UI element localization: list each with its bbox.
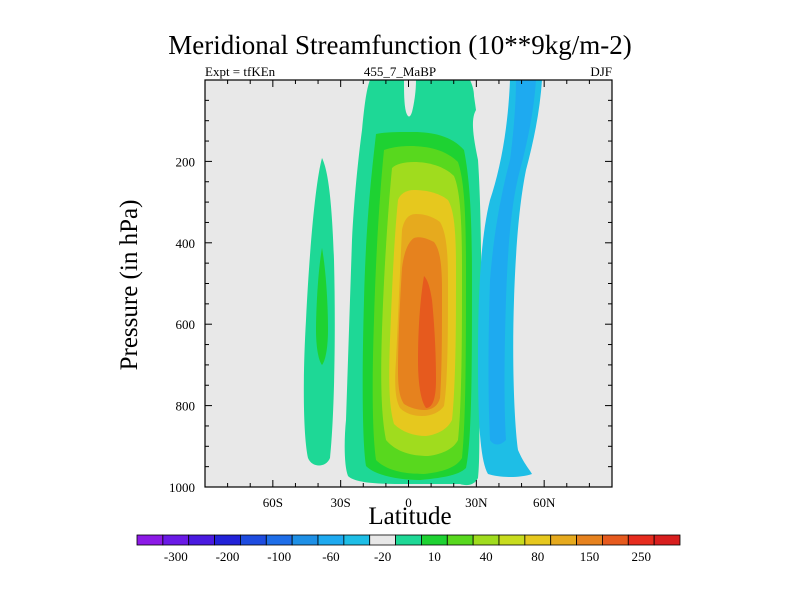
- colorbar-swatch: [291, 534, 319, 546]
- colorbar-swatch: [136, 534, 164, 546]
- colorbar-label: -20: [374, 549, 391, 564]
- colorbar-swatch: [265, 534, 293, 546]
- colorbar-swatch: [395, 534, 422, 546]
- axes: 60S 30S 0 30N 60N 200 400 600 800 1000: [169, 79, 613, 510]
- colorbar-swatch: [343, 534, 371, 546]
- colorbar-label: -200: [216, 549, 240, 564]
- y-tick-label: 400: [176, 236, 196, 251]
- colorbar-swatch: [369, 534, 396, 546]
- season-label: DJF: [590, 64, 612, 79]
- sh-cell-contour-20: [316, 248, 328, 365]
- nh-cell-contour-neg20-core: [488, 80, 536, 445]
- colorbar-label: -300: [164, 549, 188, 564]
- experiment-label: Expt = tfKEn: [205, 64, 276, 79]
- x-tick-label: 60N: [533, 495, 556, 510]
- colorbar-swatch: [240, 534, 267, 546]
- x-tick-label: 30N: [465, 495, 488, 510]
- colorbar-swatch: [317, 534, 345, 546]
- colorbar-label: 10: [428, 549, 441, 564]
- x-axis-title: Latitude: [368, 503, 452, 530]
- colorbar-swatch: [627, 534, 655, 546]
- colorbar-swatch: [188, 534, 215, 546]
- time-period-label: 455_7_MaBP: [363, 64, 437, 79]
- colorbar-label: 40: [480, 549, 493, 564]
- colorbar-label: 250: [631, 549, 651, 564]
- x-tick-label: 30S: [331, 495, 351, 510]
- colorbar-swatch: [214, 534, 241, 546]
- colorbar-swatch: [446, 534, 474, 546]
- colorbar-swatch: [576, 534, 603, 546]
- colorbar-swatch: [472, 534, 500, 546]
- colorbar-swatch: [498, 534, 526, 546]
- y-tick-label: 600: [176, 317, 196, 332]
- colorbar-label: -100: [267, 549, 291, 564]
- contour-fills: [303, 80, 542, 486]
- colorbar-swatch: [421, 534, 448, 546]
- y-tick-label: 800: [176, 399, 196, 414]
- colorbar-swatch: [162, 534, 190, 546]
- colorbar-swatch: [524, 534, 552, 546]
- y-tick-label: 1000: [169, 480, 195, 495]
- colorbar-swatch: [653, 534, 681, 546]
- colorbar-swatch: [550, 534, 577, 546]
- colorbar-label: -60: [322, 549, 339, 564]
- x-tick-label: 0: [405, 495, 412, 510]
- colorbar-label: 80: [531, 549, 544, 564]
- chart-title: Meridional Streamfunction (10**9kg/m-2): [168, 30, 632, 60]
- main-cell-notch: [404, 80, 416, 117]
- main-cell-contour-200: [418, 276, 436, 408]
- colorbar-swatch: [602, 534, 629, 546]
- colorbar: -300 -200 -100 -60 -20 10 40 80 150 250: [136, 534, 681, 564]
- y-tick-label: 200: [176, 154, 196, 169]
- x-tick-label: 60S: [263, 495, 283, 510]
- colorbar-label: 150: [580, 549, 600, 564]
- plot-area: 60S 30S 0 30N 60N 200 400 600 800 1000: [169, 79, 613, 510]
